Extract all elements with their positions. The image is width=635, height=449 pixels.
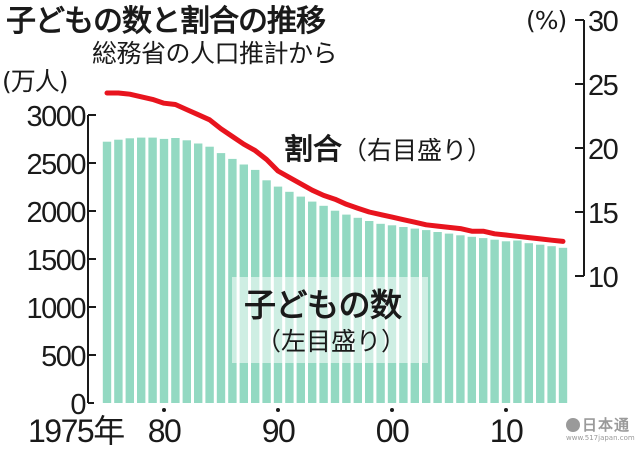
bar (513, 240, 522, 403)
right-axis-tick-label: 15 (588, 198, 618, 230)
right-axis-tick-label: 30 (588, 6, 618, 38)
left-axis-tick-label: 2000 (26, 197, 85, 229)
count-series-axis-note: （左目盛り） (256, 327, 407, 356)
left-axis-tick-label: 1500 (26, 245, 85, 277)
count-series-label: 子どもの数 (244, 286, 402, 324)
watermark-logo-text: 日本通 (582, 416, 631, 434)
watermark-logo-icon (566, 418, 580, 432)
bar (182, 140, 191, 404)
chart-subtitle: 総務省の人口推計から (92, 39, 338, 68)
ratio-series-axis-note: （右目盛り） (342, 136, 493, 165)
chart-title: 子どもの数と割合の推移 (6, 4, 326, 39)
bar (194, 143, 203, 403)
bar (501, 241, 511, 403)
bar (558, 247, 568, 403)
bar (490, 239, 499, 403)
left-axis-tick-label: 1000 (26, 293, 85, 325)
left-axis-tick-label: 500 (41, 341, 85, 373)
x-axis-tick-label: 00 (376, 413, 409, 449)
right-axis-tick-label: 25 (588, 70, 618, 102)
bar (137, 137, 146, 403)
ratio-series-label: 割合 (284, 132, 343, 166)
bar (433, 232, 442, 403)
left-axis-tick-label: 3000 (26, 101, 85, 133)
bar (547, 246, 556, 403)
bar (125, 138, 134, 404)
bar-series-children-count (102, 137, 568, 404)
x-axis-tick-label: 1975年 (28, 413, 124, 449)
bar (456, 235, 465, 403)
x-axis-tick-label: 80 (148, 413, 181, 449)
ratio-series-label-group: 割合（右目盛り） (284, 126, 492, 168)
left-axis-tick-label: 0 (70, 389, 85, 421)
x-axis-tick-label: 10 (490, 413, 523, 449)
count-label-backdrop (232, 277, 428, 363)
watermark-url: www.517japan.com (566, 434, 635, 442)
bar (205, 146, 214, 403)
bar (536, 244, 545, 403)
bar (467, 236, 476, 403)
left-axis-tick-label: 2500 (26, 149, 85, 181)
bar (102, 141, 112, 403)
x-axis-tick-label: 90 (262, 413, 295, 449)
bar (171, 138, 180, 403)
watermark: 日本通 www.517japan.com (566, 414, 635, 442)
left-axis-unit: (万人) (2, 67, 69, 96)
right-axis-unit: (%) (526, 6, 567, 35)
bar (524, 243, 533, 403)
bar (479, 238, 488, 403)
bar (444, 233, 454, 403)
bar (216, 153, 226, 403)
right-axis-tick-label: 20 (588, 134, 618, 166)
right-axis-tick-label: 10 (588, 262, 618, 294)
bar (114, 139, 123, 403)
bar (148, 137, 157, 403)
line-series-ratio (104, 90, 566, 244)
bar (159, 138, 169, 403)
